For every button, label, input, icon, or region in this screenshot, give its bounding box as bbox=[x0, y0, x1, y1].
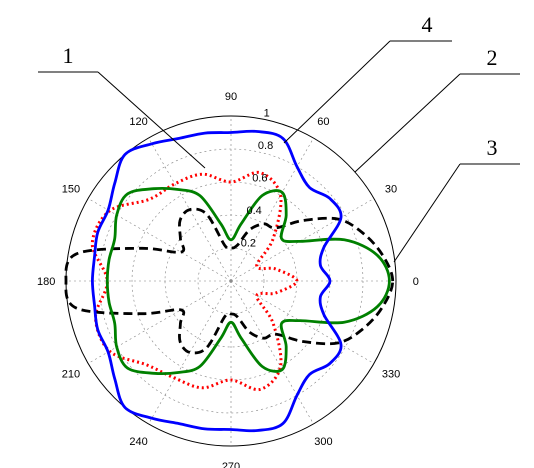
angle-tick-label: 90 bbox=[225, 91, 237, 103]
angle-tick-label: 120 bbox=[129, 116, 147, 128]
radial-tick-label: 0.6 bbox=[252, 173, 267, 185]
callout-leader bbox=[283, 40, 391, 144]
callout-label-1: 1 bbox=[63, 43, 74, 68]
series-layer bbox=[64, 129, 395, 433]
grid-spoke bbox=[230, 280, 314, 425]
angle-tick-label: 0 bbox=[413, 276, 419, 288]
radial-tick-label: 0.2 bbox=[241, 238, 256, 250]
angle-tick-label: 180 bbox=[37, 276, 55, 288]
angle-tick-label: 330 bbox=[382, 368, 400, 380]
callout-leader bbox=[97, 71, 206, 169]
angle-tick-label: 210 bbox=[62, 368, 80, 380]
grid-spoke bbox=[87, 280, 232, 364]
series-curve-3 bbox=[105, 186, 391, 376]
angle-tick-label: 60 bbox=[317, 116, 329, 128]
callouts: 1 2 3 4 bbox=[38, 12, 520, 263]
tick-labels: 0 30 60 90 120 150 180 210 240 270 300 330 0.2 0.4 0.6… bbox=[37, 91, 419, 468]
angle-tick-label: 300 bbox=[314, 436, 332, 448]
series-curve-1 bbox=[90, 170, 299, 392]
radial-tick-label: 1 bbox=[264, 108, 270, 120]
callout-label-3: 3 bbox=[487, 135, 498, 160]
grid-spoke bbox=[230, 137, 314, 282]
callout-label-4: 4 bbox=[422, 12, 433, 37]
series-curve-4 bbox=[91, 129, 343, 433]
angle-tick-label: 270 bbox=[222, 461, 240, 468]
angle-tick-label: 30 bbox=[385, 184, 397, 196]
angle-tick-label: 240 bbox=[129, 436, 147, 448]
radial-tick-label: 0.8 bbox=[258, 140, 273, 152]
series-curve-2 bbox=[64, 207, 395, 355]
grid-spoke bbox=[230, 280, 375, 364]
callout-label-2: 2 bbox=[487, 45, 498, 70]
polar-grid bbox=[65, 115, 397, 447]
angle-tick-label: 150 bbox=[62, 184, 80, 196]
radial-tick-label: 0.4 bbox=[246, 205, 261, 217]
callout-leader bbox=[354, 73, 461, 173]
callout-leader bbox=[393, 163, 461, 263]
